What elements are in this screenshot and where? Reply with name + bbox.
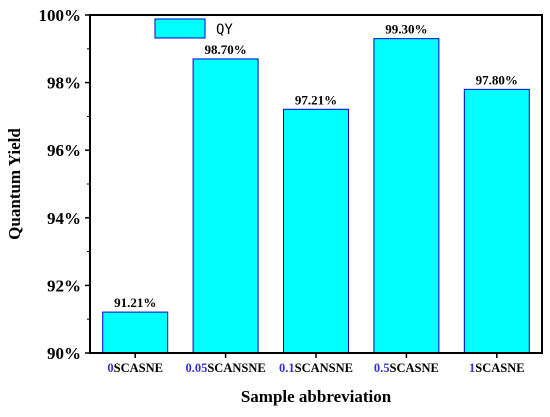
x-axis-title: Sample abbreviation [241, 387, 392, 406]
data-label-3: 99.30% [385, 22, 427, 37]
y-tick-label-2: 94% [47, 209, 81, 228]
y-tick-label-1: 92% [47, 276, 81, 295]
y-axis-title: Quantum Yield [5, 128, 24, 240]
y-axis: 90% 92% 94% 96% 98% 100% [39, 6, 90, 363]
data-labels: 91.21% 98.70% 97.21% 99.30% 97.80% [114, 22, 518, 310]
x-tick-label-suffix-0: SCASNE [114, 361, 163, 375]
x-tick-label-prefix-4: 1 [469, 361, 475, 375]
x-tick-label-prefix-1: 0.05 [185, 361, 207, 375]
bar-1 [192, 58, 259, 354]
x-tick-label-3: 0.5SCASNE [374, 361, 439, 375]
x-tick-label-prefix-2: 0.1 [279, 361, 295, 375]
data-label-0: 91.21% [114, 295, 156, 310]
data-label-4: 97.80% [476, 72, 518, 87]
legend-swatch [154, 18, 206, 39]
x-tick-label-suffix-2: SCANSNE [295, 361, 353, 375]
y-tick-label-3: 96% [47, 141, 81, 160]
x-tick-label-suffix-3: SCASNE [390, 361, 439, 375]
x-tick-label-2: 0.1SCANSNE [279, 361, 353, 375]
bar-2 [283, 108, 349, 354]
bar-0 [102, 311, 169, 354]
x-tick-label-suffix-1: SCANSNE [207, 361, 265, 375]
bar-4 [463, 88, 530, 354]
x-axis: 0SCASNE 0.05SCANSNE 0.1SCANSNE 0.5SCASNE 1SC… [107, 353, 525, 375]
x-tick-label-0: 0SCASNE [107, 361, 163, 375]
data-label-1: 98.70% [204, 42, 246, 57]
y-tick-label-4: 98% [47, 74, 81, 93]
bar-3 [373, 38, 440, 354]
x-tick-label-1: 0.05SCANSNE [185, 361, 265, 375]
legend-label: QY [216, 22, 233, 38]
legend: QY [154, 18, 233, 39]
y-tick-label-0: 90% [47, 344, 81, 363]
y-tick-label-5: 100% [39, 6, 82, 25]
x-tick-label-4: 1SCASNE [469, 361, 525, 375]
x-tick-label-prefix-0: 0 [107, 361, 113, 375]
bar-series [102, 38, 530, 354]
x-tick-label-suffix-4: SCASNE [475, 361, 524, 375]
x-tick-label-prefix-3: 0.5 [374, 361, 390, 375]
data-label-2: 97.21% [295, 92, 337, 107]
